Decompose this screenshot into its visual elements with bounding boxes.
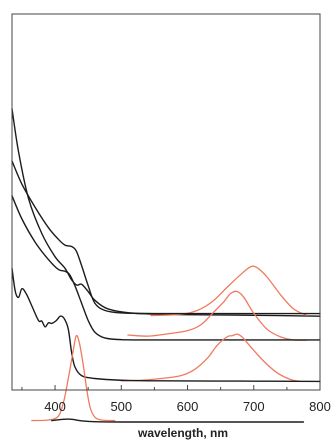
plot-frame [11, 13, 321, 391]
x-tick-label: 600 [177, 399, 199, 414]
emission-spectrum-6 [120, 333, 301, 383]
absorption-spectrum-3 [11, 160, 321, 315]
absorption-spectrum-9 [51, 418, 305, 423]
absorption-spectrum-5 [11, 195, 321, 341]
x-tick-label: 500 [110, 399, 132, 414]
emission-spectrum-4 [127, 290, 308, 341]
series-layer [11, 108, 321, 423]
emission-spectrum-2 [150, 265, 308, 317]
emission-spectrum-8 [31, 334, 116, 422]
x-tick-label: 700 [243, 399, 265, 414]
x-tick-label: 400 [44, 399, 66, 414]
axes-layer: 400 500 600 700 800 [11, 13, 331, 414]
x-axis-title: wavelength, nm [137, 426, 228, 440]
x-tick-label: 800 [309, 399, 331, 414]
absorption-spectrum-7 [11, 267, 321, 383]
